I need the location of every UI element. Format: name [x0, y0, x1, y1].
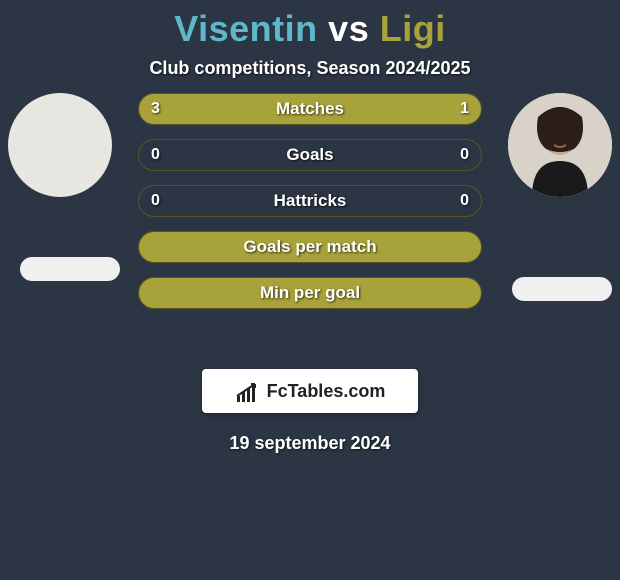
subtitle: Club competitions, Season 2024/2025: [0, 58, 620, 79]
stat-label: Goals per match: [139, 232, 481, 263]
player2-flag-pill: [512, 277, 612, 301]
comparison-content: 3 Matches 1 0 Goals 0 0 Hattricks 0 Goal…: [0, 109, 620, 369]
stat-val-right: 0: [460, 140, 469, 171]
title-vs: vs: [328, 8, 369, 49]
stat-val-right: 0: [460, 186, 469, 217]
stat-label: Matches: [139, 94, 481, 125]
stat-bars: 3 Matches 1 0 Goals 0 0 Hattricks 0 Goal…: [138, 93, 482, 323]
player2-name: Ligi: [380, 8, 446, 49]
comparison-title: Visentin vs Ligi: [0, 0, 620, 50]
site-logo: FcTables.com: [202, 369, 418, 413]
stat-label: Hattricks: [139, 186, 481, 217]
stat-row-matches: 3 Matches 1: [138, 93, 482, 125]
stat-label: Min per goal: [139, 278, 481, 309]
player2-photo-icon: [508, 93, 612, 197]
player2-avatar: [508, 93, 612, 197]
logo-text: FcTables.com: [267, 381, 386, 402]
player1-name: Visentin: [174, 8, 317, 49]
stat-val-right: 1: [460, 94, 469, 125]
stat-row-min-per-goal: Min per goal: [138, 277, 482, 309]
bars-signal-icon: [235, 378, 261, 404]
stat-row-goals: 0 Goals 0: [138, 139, 482, 171]
stat-label: Goals: [139, 140, 481, 171]
stat-row-hattricks: 0 Hattricks 0: [138, 185, 482, 217]
player1-flag-pill: [20, 257, 120, 281]
player1-avatar: [8, 93, 112, 197]
date-text: 19 september 2024: [0, 433, 620, 454]
stat-row-goals-per-match: Goals per match: [138, 231, 482, 263]
